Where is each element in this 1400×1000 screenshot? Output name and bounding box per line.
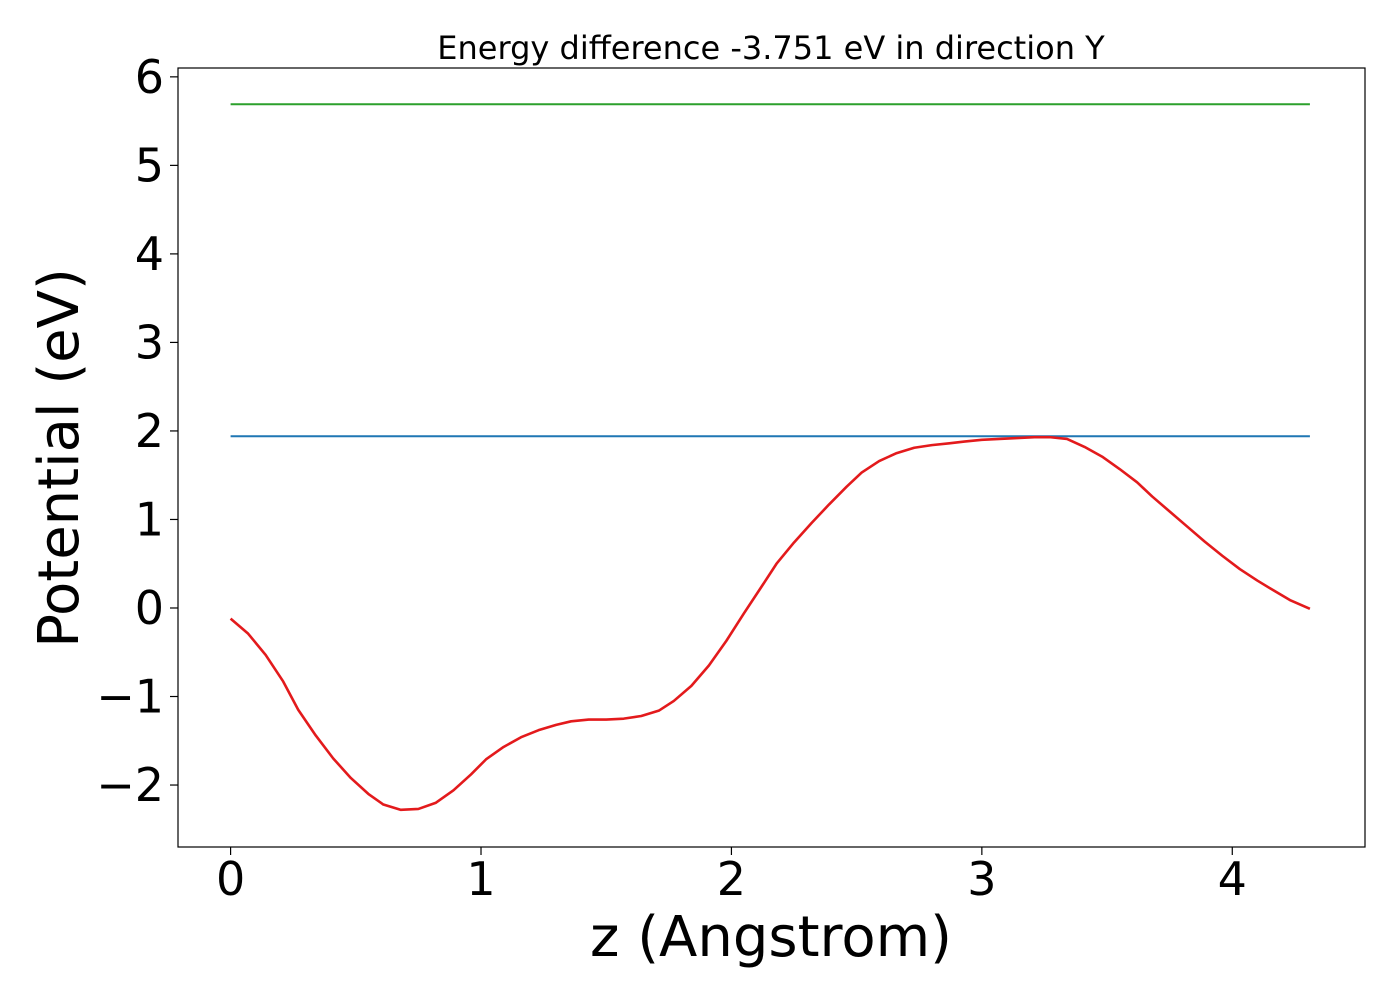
x-tick-label: 2 xyxy=(717,852,746,906)
series-line-3 xyxy=(229,435,1311,812)
plot-area xyxy=(178,68,1365,847)
y-tick-label: 3 xyxy=(135,315,164,369)
plot-frame xyxy=(177,67,1366,848)
y-tick-label: 6 xyxy=(135,50,164,104)
x-tick-label: 3 xyxy=(967,852,996,906)
x-tick-label: 0 xyxy=(216,852,245,906)
x-axis-ticks: 0 1 2 3 4 xyxy=(216,847,1247,906)
y-tick-label: −1 xyxy=(96,670,164,724)
x-axis-label: z (Angstrom) xyxy=(590,905,952,970)
x-tick-label: 1 xyxy=(466,852,495,906)
y-tick-label: 2 xyxy=(135,404,164,458)
y-tick-label: 1 xyxy=(135,492,164,546)
y-tick-label: 4 xyxy=(135,227,164,281)
y-tick-label: 0 xyxy=(135,581,164,635)
y-axis-label: Potential (eV) xyxy=(27,268,92,648)
y-axis-ticks: −2 −1 0 1 2 3 4 5 6 xyxy=(96,50,178,812)
series-layer xyxy=(229,103,1311,812)
y-tick-label: 5 xyxy=(135,138,164,192)
y-tick-label: −2 xyxy=(96,758,164,812)
chart-title: Energy difference -3.751 eV in direction… xyxy=(437,29,1105,67)
x-tick-label: 4 xyxy=(1218,852,1247,906)
